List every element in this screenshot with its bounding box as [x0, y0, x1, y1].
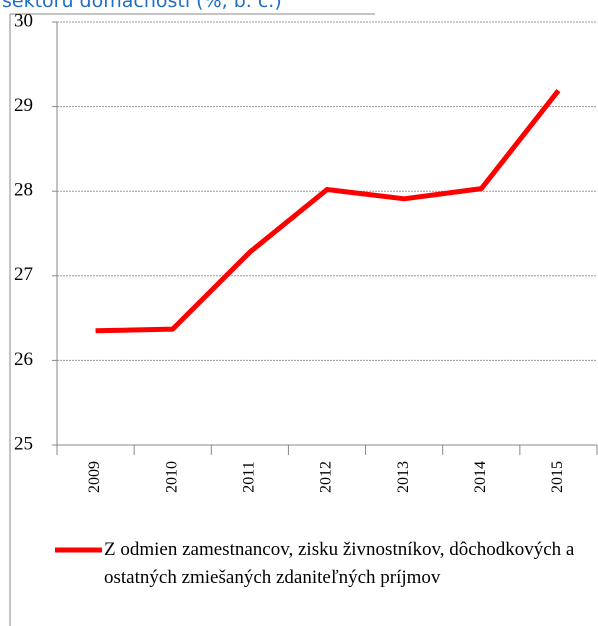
y-tick-label: 29: [14, 95, 33, 116]
x-tick-label: 2014: [472, 461, 489, 493]
y-tick-label: 27: [14, 264, 33, 285]
chart-title: sektoru domácností (%, b. c.): [2, 0, 282, 12]
x-tick-label: 2015: [549, 461, 566, 493]
y-tick-label: 30: [14, 10, 33, 31]
legend-label: Z odmien zamestnancov, zisku živnostníko…: [104, 539, 575, 588]
x-tick-label: 2010: [163, 461, 180, 493]
x-tick-label: 2013: [395, 461, 412, 493]
x-tick-label: 2012: [318, 461, 335, 493]
y-tick-label: 28: [14, 180, 33, 201]
x-tick-label: 2011: [241, 461, 258, 492]
y-tick-label: 26: [14, 349, 33, 370]
x-tick-label: 2009: [86, 461, 103, 493]
data-line: [95, 88, 561, 334]
y-tick-label: 25: [14, 433, 33, 454]
